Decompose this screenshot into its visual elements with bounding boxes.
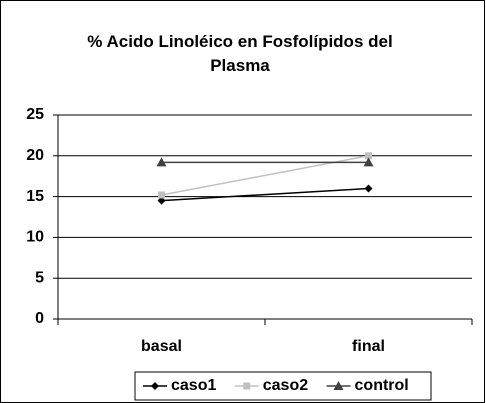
legend-marker (151, 382, 159, 390)
series-line (161, 187, 369, 202)
legend-label: caso1 (171, 377, 216, 394)
data-point (158, 191, 165, 199)
legend-label: caso2 (263, 377, 308, 394)
legend-label: control (355, 377, 409, 394)
data-point (365, 152, 372, 160)
x-tick-label: basal (141, 338, 182, 355)
y-tick-label: 10 (26, 229, 44, 246)
data-point (156, 157, 167, 167)
y-tick-label: 20 (26, 147, 44, 164)
legend-marker (333, 381, 344, 390)
data-point (157, 196, 166, 205)
y-tick-label: 15 (26, 188, 44, 205)
y-tick-label: 0 (35, 310, 44, 327)
y-tick-label: 25 (26, 106, 44, 123)
legend-box (134, 371, 432, 401)
data-point (363, 157, 374, 167)
x-tick-label: final (352, 338, 385, 355)
chart-title: % Acido Linoléico en Fosfolípidos del Pl… (87, 32, 393, 75)
legend-marker (243, 382, 251, 390)
data-point (364, 184, 373, 193)
y-tick-label: 5 (35, 269, 44, 286)
